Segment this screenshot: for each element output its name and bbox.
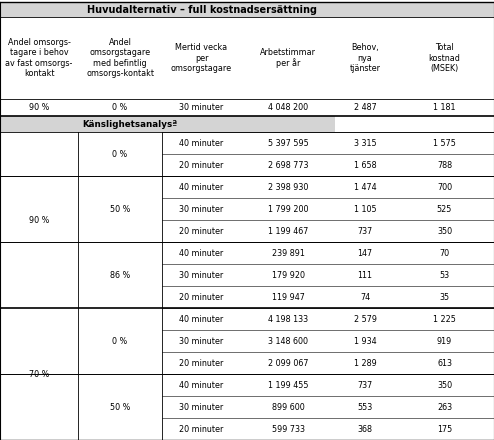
- Text: 350: 350: [437, 227, 452, 235]
- Text: 50 %: 50 %: [110, 403, 130, 411]
- Text: 1 658: 1 658: [354, 161, 376, 169]
- Text: 70 %: 70 %: [29, 370, 49, 378]
- Text: 1 934: 1 934: [354, 337, 376, 345]
- Text: 1 225: 1 225: [433, 315, 456, 323]
- Text: 263: 263: [437, 403, 452, 411]
- Text: 1 474: 1 474: [354, 183, 376, 191]
- Text: 175: 175: [437, 425, 452, 433]
- Text: 2 487: 2 487: [354, 103, 376, 112]
- Text: 20 minuter: 20 minuter: [179, 359, 224, 367]
- Text: 525: 525: [437, 205, 452, 213]
- Text: 899 600: 899 600: [272, 403, 304, 411]
- Text: 613: 613: [437, 359, 452, 367]
- Text: 2 698 773: 2 698 773: [268, 161, 308, 169]
- Text: 20 minuter: 20 minuter: [179, 425, 224, 433]
- Text: 30 minuter: 30 minuter: [179, 403, 224, 411]
- Text: 40 minuter: 40 minuter: [179, 381, 224, 389]
- Text: 40 minuter: 40 minuter: [179, 139, 224, 147]
- Text: 40 minuter: 40 minuter: [179, 315, 224, 323]
- Text: 20 minuter: 20 minuter: [179, 227, 224, 235]
- Text: Total
kostnad
(MSEK): Total kostnad (MSEK): [429, 43, 460, 73]
- Text: 599 733: 599 733: [272, 425, 304, 433]
- Text: 1 799 200: 1 799 200: [268, 205, 308, 213]
- Text: 4 198 133: 4 198 133: [268, 315, 308, 323]
- Bar: [0, 17, 494, 99]
- Text: Behov,
nya
tjänster: Behov, nya tjänster: [349, 43, 380, 73]
- Text: 350: 350: [437, 381, 452, 389]
- Text: 737: 737: [357, 227, 372, 235]
- Text: Arbetstimmar
per år: Arbetstimmar per år: [260, 48, 316, 68]
- Bar: [335, 116, 494, 132]
- Text: 111: 111: [358, 271, 372, 279]
- Text: 5 397 595: 5 397 595: [268, 139, 308, 147]
- Text: 1 575: 1 575: [433, 139, 456, 147]
- Text: 700: 700: [437, 183, 452, 191]
- Text: 86 %: 86 %: [110, 271, 130, 279]
- Text: 30 minuter: 30 minuter: [179, 271, 224, 279]
- Text: 553: 553: [357, 403, 372, 411]
- Bar: [0, 2, 494, 17]
- Text: 2 579: 2 579: [354, 315, 376, 323]
- Text: 0 %: 0 %: [112, 103, 127, 112]
- Text: Andel omsorgs-
tagare i behov
av fast omsorgs-
kontakt: Andel omsorgs- tagare i behov av fast om…: [5, 38, 73, 78]
- Text: 35: 35: [440, 293, 450, 301]
- Bar: [0, 132, 494, 440]
- Text: 90 %: 90 %: [29, 103, 49, 112]
- Text: 50 %: 50 %: [110, 205, 130, 213]
- Text: Huvudalternativ – full kostnadsersättning: Huvudalternativ – full kostnadsersättnin…: [86, 4, 317, 15]
- Text: 368: 368: [358, 425, 372, 433]
- Bar: [0, 99, 494, 116]
- Text: 0 %: 0 %: [112, 150, 127, 158]
- Text: 30 minuter: 30 minuter: [179, 337, 224, 345]
- Text: 737: 737: [357, 381, 372, 389]
- Text: 30 minuter: 30 minuter: [179, 103, 224, 112]
- Text: Andel
omsorgstagare
med befintlig
omsorgs­kontakt: Andel omsorgstagare med befintlig omsorg…: [86, 38, 154, 78]
- Text: 90 %: 90 %: [29, 216, 49, 224]
- Text: 788: 788: [437, 161, 452, 169]
- Text: 239 891: 239 891: [272, 249, 304, 257]
- Text: 0 %: 0 %: [112, 337, 127, 345]
- Text: 1 289: 1 289: [354, 359, 376, 367]
- Text: 53: 53: [440, 271, 450, 279]
- Text: 4 048 200: 4 048 200: [268, 103, 308, 112]
- Text: Mertid vecka
per
omsorgstagare: Mertid vecka per omsorgstagare: [171, 43, 232, 73]
- Text: 179 920: 179 920: [272, 271, 304, 279]
- Text: 30 minuter: 30 minuter: [179, 205, 224, 213]
- Text: 40 minuter: 40 minuter: [179, 183, 224, 191]
- Text: 1 199 467: 1 199 467: [268, 227, 308, 235]
- Text: 1 199 455: 1 199 455: [268, 381, 308, 389]
- Text: 147: 147: [358, 249, 372, 257]
- Text: 3 315: 3 315: [354, 139, 376, 147]
- Text: 20 minuter: 20 minuter: [179, 293, 224, 301]
- Text: 3 148 600: 3 148 600: [268, 337, 308, 345]
- Text: 1 105: 1 105: [354, 205, 376, 213]
- Text: 919: 919: [437, 337, 452, 345]
- Text: Känslighetsanalysª: Känslighetsanalysª: [82, 120, 177, 128]
- Text: 2 398 930: 2 398 930: [268, 183, 308, 191]
- Text: 20 minuter: 20 minuter: [179, 161, 224, 169]
- Text: 1 181: 1 181: [433, 103, 456, 112]
- Text: 40 minuter: 40 minuter: [179, 249, 224, 257]
- Text: 119 947: 119 947: [272, 293, 304, 301]
- Bar: [0, 116, 335, 132]
- Text: 70: 70: [440, 249, 450, 257]
- Text: 74: 74: [360, 293, 370, 301]
- Text: 2 099 067: 2 099 067: [268, 359, 308, 367]
